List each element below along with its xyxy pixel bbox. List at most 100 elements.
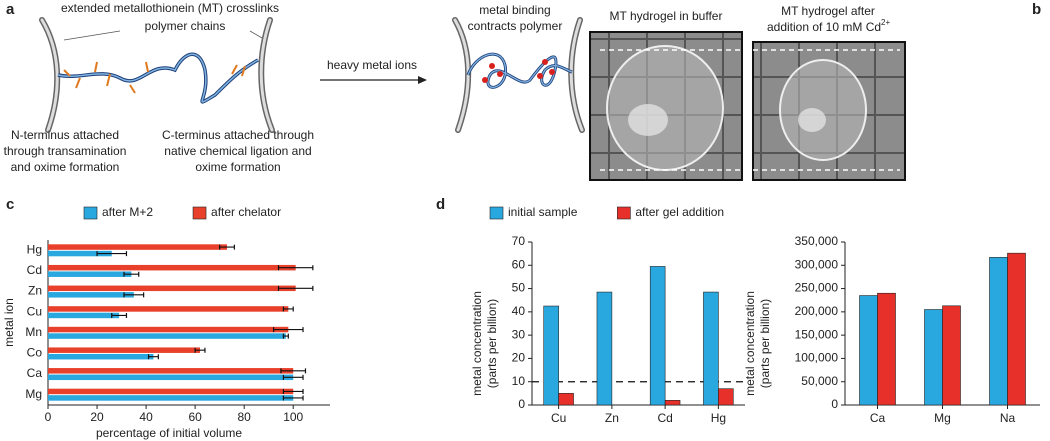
panel-a-diagram xyxy=(39,17,585,133)
bar xyxy=(596,291,613,406)
y-tick-label: 300,000 xyxy=(795,257,839,271)
panel-label: a xyxy=(6,1,15,18)
y-tick-label: Hg xyxy=(27,242,42,256)
y-tick-label: 50,000 xyxy=(801,374,838,388)
annotation: and oxime formation xyxy=(11,160,120,174)
error-bar xyxy=(219,244,235,250)
bar xyxy=(48,368,294,374)
bar xyxy=(48,271,132,277)
annotation: contracts polymer xyxy=(468,19,563,33)
bar xyxy=(48,333,286,339)
bar xyxy=(48,244,228,250)
x-tick-label: Cu xyxy=(551,411,566,425)
legend-label: after chelator xyxy=(211,205,281,219)
image-title: addition of 10 mM Cd xyxy=(767,20,881,34)
legend-label: after M+2 xyxy=(102,205,153,219)
bar xyxy=(859,295,878,406)
image-title: MT hydrogel in buffer xyxy=(610,9,723,23)
x-tick-label: Na xyxy=(1000,411,1016,425)
y-tick-label: 40 xyxy=(512,304,526,318)
x-tick-label: Ca xyxy=(870,411,886,425)
legend-swatch xyxy=(192,206,207,220)
mt-crosslink xyxy=(57,52,259,104)
annotation: extended metallothionein (MT) crosslinks xyxy=(61,1,279,15)
error-bar xyxy=(282,333,289,339)
bar xyxy=(48,374,294,381)
bar xyxy=(48,347,201,353)
panel-label: b xyxy=(1032,1,1041,18)
y-axis-label: (parts per billion) xyxy=(485,299,499,388)
bar xyxy=(48,264,296,271)
hydrogel-image xyxy=(752,41,906,181)
panel-label: c xyxy=(6,196,14,213)
mt-crosslink xyxy=(467,53,573,88)
annotation: C-terminus attached through xyxy=(162,128,314,142)
polymer-chain xyxy=(40,18,59,132)
y-tick-label: Zn xyxy=(28,284,42,298)
y-tick-label: 350,000 xyxy=(795,234,839,248)
mt-crosslink xyxy=(57,53,259,103)
error-bar xyxy=(96,251,128,257)
x-tick-label: Mg xyxy=(934,411,951,425)
legend-swatch xyxy=(617,206,631,220)
polymer-chain xyxy=(259,18,274,132)
bar xyxy=(48,326,289,333)
error-bar xyxy=(280,368,307,374)
annotation: oxime formation xyxy=(195,160,280,174)
annotation: heavy metal ions xyxy=(327,58,417,72)
y-tick-label: 60 xyxy=(512,257,526,271)
x-tick-label: 0 xyxy=(45,410,52,424)
y-tick-label: 10 xyxy=(512,374,526,388)
bar xyxy=(989,257,1008,406)
error-bar xyxy=(277,265,314,271)
x-tick-label: 20 xyxy=(90,410,104,424)
error-bar xyxy=(282,388,304,394)
bar xyxy=(664,400,681,406)
y-tick-label: Cd xyxy=(27,263,42,277)
bar xyxy=(48,306,289,312)
bar xyxy=(1007,252,1026,406)
annotation: metal binding xyxy=(479,3,550,17)
y-tick-label: 20 xyxy=(512,351,526,365)
bar xyxy=(48,285,296,292)
y-tick-label: Mg xyxy=(25,387,42,401)
x-tick-label: 60 xyxy=(188,410,202,424)
image-title: MT hydrogel after xyxy=(781,4,875,18)
panel-label: d xyxy=(436,196,445,213)
error-bar xyxy=(111,312,128,318)
bar xyxy=(924,309,943,406)
legend-label: after gel addition xyxy=(635,205,724,219)
bar xyxy=(942,305,961,406)
bar xyxy=(718,388,734,406)
y-tick-label: Ca xyxy=(27,366,43,380)
bar xyxy=(703,291,719,406)
y-tick-label: 250,000 xyxy=(795,281,839,295)
bar xyxy=(558,393,574,406)
error-bar xyxy=(273,327,304,333)
bar xyxy=(649,266,666,406)
y-tick-label: Cu xyxy=(27,304,42,318)
bar xyxy=(48,388,294,395)
annotation: through transamination xyxy=(4,144,127,158)
x-tick-label: Zn xyxy=(605,411,619,425)
leader-line xyxy=(63,30,263,41)
bar xyxy=(48,292,134,298)
y-tick-label: Co xyxy=(27,346,43,360)
error-bar xyxy=(282,306,294,312)
annotation: polymer chains xyxy=(145,19,226,33)
error-bar xyxy=(277,285,314,291)
error-bar xyxy=(194,347,206,353)
y-tick-label: 30 xyxy=(512,327,526,341)
y-axis-label: metal concentration xyxy=(743,291,757,396)
y-axis-label: metal concentration xyxy=(470,291,484,396)
size-guide xyxy=(600,49,900,171)
error-bar xyxy=(147,354,159,360)
y-tick-label: 0 xyxy=(831,397,838,411)
error-bar xyxy=(123,292,145,298)
error-bar xyxy=(123,271,140,277)
bar xyxy=(48,312,120,319)
superscript: 2+ xyxy=(881,18,890,27)
bar xyxy=(543,305,559,406)
bar xyxy=(48,395,294,401)
